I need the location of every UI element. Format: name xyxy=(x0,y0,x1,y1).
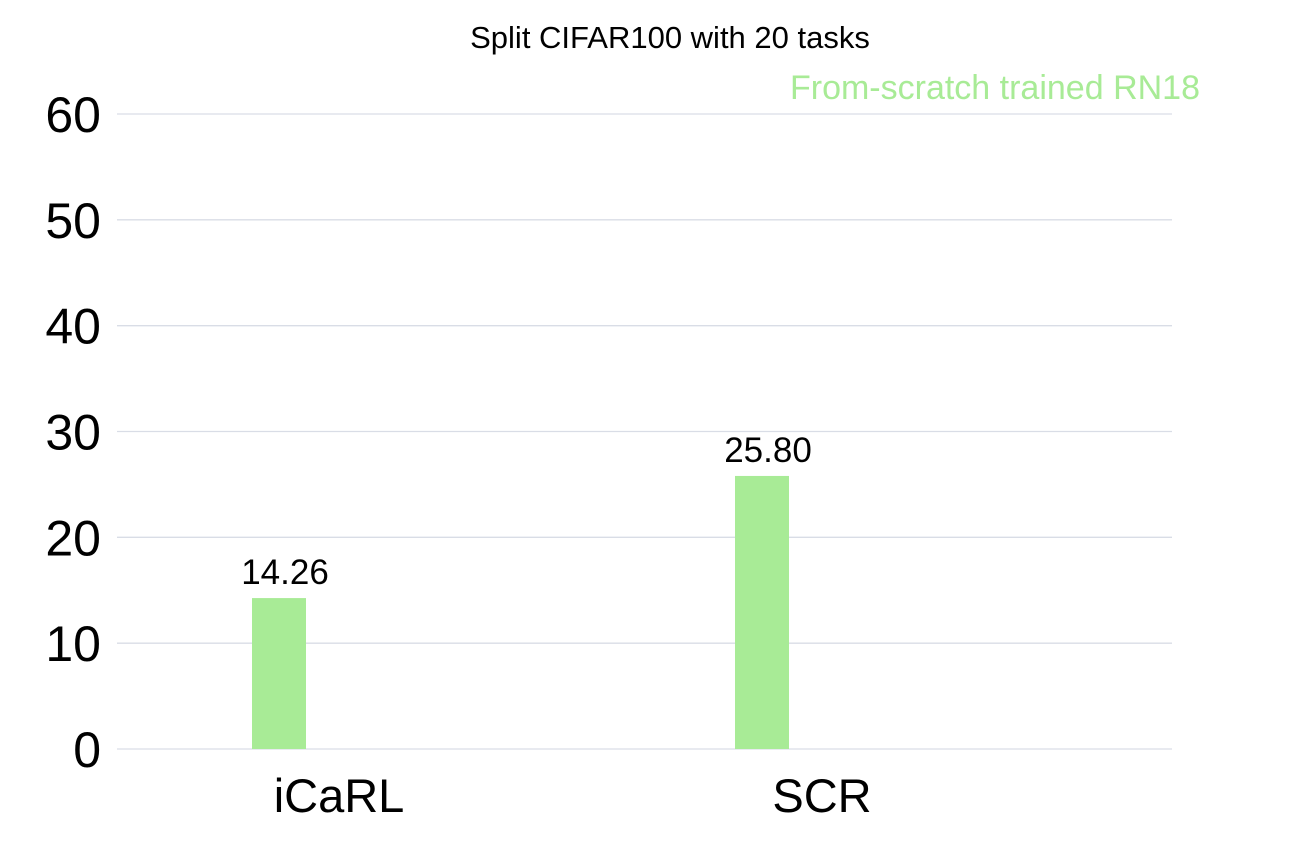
y-tick-label-40: 40 xyxy=(45,299,101,355)
y-tick-label-0: 0 xyxy=(73,722,101,778)
bars xyxy=(252,475,789,749)
data-label-icarl: 14.26 xyxy=(241,553,329,592)
data-labels: 14.26 25.80 xyxy=(241,431,812,592)
x-tick-label-scr: SCR xyxy=(772,769,871,822)
x-tick-label-icarl: iCaRL xyxy=(274,769,405,822)
bar-scr xyxy=(735,475,789,749)
y-tick-label-30: 30 xyxy=(45,405,101,461)
data-label-scr: 25.80 xyxy=(724,431,812,470)
chart-title: Split CIFAR100 with 20 tasks xyxy=(470,20,870,55)
y-axis-ticks: 0 10 20 30 40 50 60 xyxy=(45,87,101,778)
x-axis-ticks: iCaRL SCR xyxy=(274,769,872,822)
y-tick-label-60: 60 xyxy=(45,87,101,143)
y-tick-label-10: 10 xyxy=(45,616,101,672)
y-tick-label-50: 50 xyxy=(45,193,101,249)
legend-entry-from-scratch-rn18: From-scratch trained RN18 xyxy=(790,69,1200,107)
bar-icarl xyxy=(252,598,306,749)
y-tick-label-20: 20 xyxy=(45,510,101,566)
